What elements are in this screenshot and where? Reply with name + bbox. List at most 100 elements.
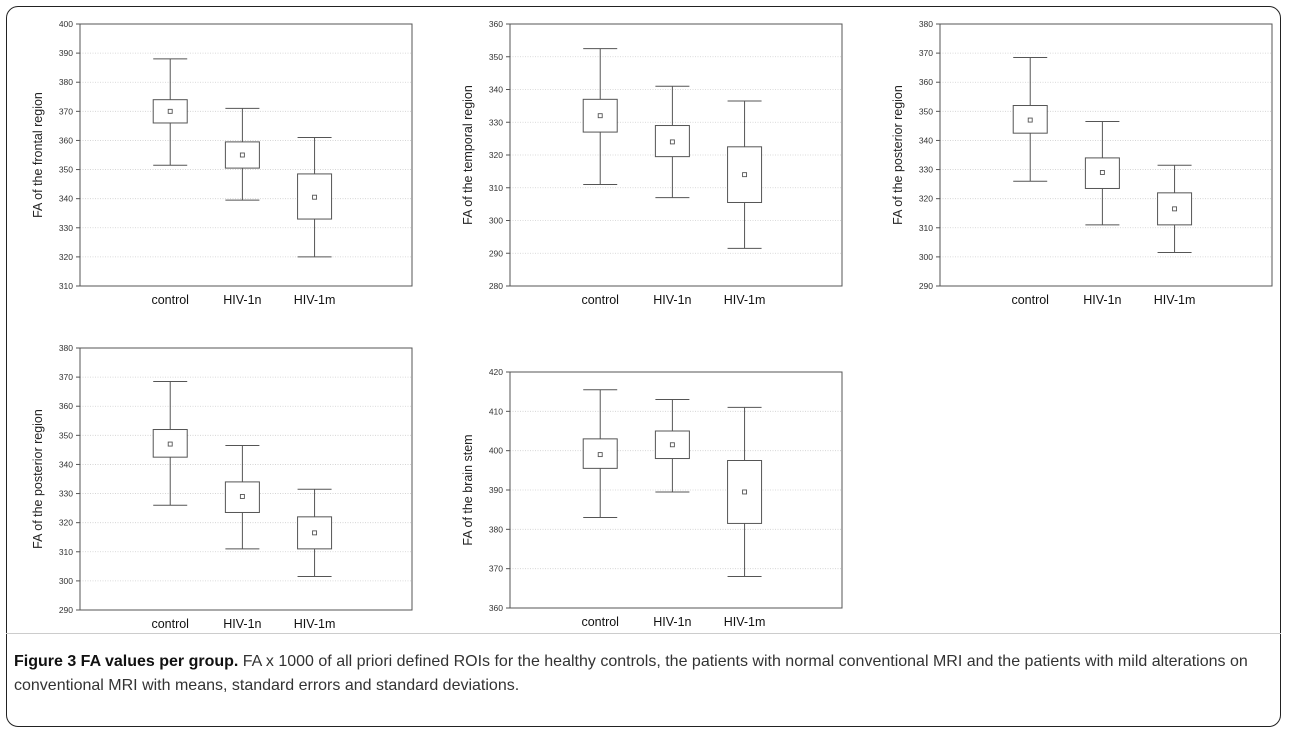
y-tick-label: 390 <box>489 485 503 495</box>
plot-frame <box>509 371 843 609</box>
mean-marker-hiv-1n <box>239 494 245 499</box>
y-axis-label: FA of the brain stem <box>461 434 475 545</box>
y-tick-label: 360 <box>59 401 73 411</box>
y-tick-label: 360 <box>489 603 503 613</box>
y-tick-label: 350 <box>919 106 933 116</box>
y-tick-label: 350 <box>59 165 73 175</box>
mean-marker-control <box>167 108 173 114</box>
mean-marker-hiv-1n <box>669 139 675 145</box>
y-tick-label: 400 <box>489 446 503 456</box>
y-tick-label: 330 <box>59 489 73 499</box>
y-tick-label: 340 <box>919 135 933 145</box>
y-tick-label: 370 <box>59 372 73 382</box>
x-tick-label-hiv-1m: HIV-1m <box>1154 293 1196 307</box>
y-tick-label: 300 <box>489 216 503 226</box>
mean-marker-hiv-1m <box>312 530 318 536</box>
caption-text: FA x 1000 of all priori defined ROIs for… <box>14 653 1248 694</box>
mean-marker-hiv-1n <box>239 152 245 158</box>
y-tick-label: 400 <box>59 19 73 29</box>
x-tick-label-hiv-1m: HIV-1m <box>724 615 766 629</box>
y-tick-label: 380 <box>489 524 503 534</box>
y-tick-label: 320 <box>919 194 933 204</box>
x-tick-label-hiv-1m: HIV-1m <box>294 293 336 307</box>
y-tick-label: 290 <box>489 248 503 258</box>
y-tick-label: 300 <box>919 252 933 262</box>
y-tick-label: 290 <box>59 605 73 615</box>
mean-marker-control <box>1027 117 1033 123</box>
caption-divider <box>6 633 1281 634</box>
y-tick-label: 310 <box>919 223 933 233</box>
x-tick-label-control: control <box>581 615 619 629</box>
y-tick-label: 320 <box>489 150 503 160</box>
x-tick-label-hiv-1n: HIV-1n <box>653 615 691 629</box>
mean-marker-hiv-1m <box>742 172 748 178</box>
x-tick-label-control: control <box>151 617 189 631</box>
x-tick-label-hiv-1n: HIV-1n <box>223 617 261 631</box>
chart-svg: 280 290 300 310 320 330 340 350 360 FA of the tem… <box>461 19 843 307</box>
caption-lead: Figure 3 FA values per group. <box>14 653 239 670</box>
plot-frame <box>79 23 413 287</box>
y-tick-label: 300 <box>59 576 73 586</box>
y-tick-label: 350 <box>489 52 503 62</box>
mean-marker-hiv-1m <box>742 489 748 495</box>
y-tick-label: 420 <box>489 367 503 377</box>
y-tick-label: 310 <box>59 547 73 557</box>
x-tick-label-hiv-1n: HIV-1n <box>1083 293 1121 307</box>
chart-posterior-region-repeat: 290 300 310 320 330 340 350 360 370 380 FA of the … <box>20 340 420 640</box>
chart-frontal-region: 310 320 330 340 350 360 370 380 390 400 FA of the … <box>20 16 420 316</box>
figure-caption: Figure 3 FA values per group. FA x 1000 … <box>14 650 1274 698</box>
y-tick-label: 320 <box>59 518 73 528</box>
x-tick-label-control: control <box>581 293 619 307</box>
figure-frame <box>6 6 1281 727</box>
y-tick-label: 350 <box>59 430 73 440</box>
y-tick-label: 360 <box>59 135 73 145</box>
y-tick-label: 310 <box>489 183 503 193</box>
x-tick-label-hiv-1n: HIV-1n <box>653 293 691 307</box>
chart-svg: 360 370 380 390 400 410 420 FA of the brain ste… <box>461 367 843 629</box>
y-tick-label: 370 <box>489 564 503 574</box>
y-axis-label: FA of the posterior region <box>891 85 905 225</box>
chart-brain-stem: 360 370 380 390 400 410 420 FA of the brain ste… <box>450 364 850 636</box>
plot-frame <box>939 23 1273 287</box>
y-tick-label: 280 <box>489 281 503 291</box>
x-tick-label-hiv-1m: HIV-1m <box>724 293 766 307</box>
mean-marker-control <box>597 452 603 458</box>
y-tick-label: 320 <box>59 252 73 262</box>
y-tick-label: 310 <box>59 281 73 291</box>
mean-marker-hiv-1m <box>312 194 318 200</box>
y-tick-label: 360 <box>489 19 503 29</box>
chart-svg: 310 320 330 340 350 360 370 380 390 400 FA of the … <box>31 19 413 307</box>
plot-frame <box>79 347 413 611</box>
chart-temporal-region: 280 290 300 310 320 330 340 350 360 FA of the tem… <box>450 16 850 316</box>
chart-svg: 290 300 310 320 330 340 350 360 370 380 FA of the … <box>891 19 1273 307</box>
plot-frame <box>509 23 843 287</box>
y-tick-label: 370 <box>59 106 73 116</box>
y-tick-label: 380 <box>919 19 933 29</box>
y-axis-label: FA of the posterior region <box>31 409 45 549</box>
chart-svg: 290 300 310 320 330 340 350 360 370 380 FA of the … <box>31 343 413 631</box>
y-tick-label: 330 <box>489 117 503 127</box>
x-tick-label-hiv-1m: HIV-1m <box>294 617 336 631</box>
mean-marker-hiv-1n <box>1099 170 1105 175</box>
y-tick-label: 380 <box>59 343 73 353</box>
y-axis-label: FA of the temporal region <box>461 85 475 225</box>
y-tick-label: 410 <box>489 406 503 416</box>
x-tick-label-hiv-1n: HIV-1n <box>223 293 261 307</box>
y-tick-label: 340 <box>59 459 73 469</box>
y-axis-label: FA of the frontal region <box>31 92 45 218</box>
mean-marker-hiv-1m <box>1172 206 1178 212</box>
mean-marker-control <box>597 113 603 119</box>
y-tick-label: 330 <box>919 165 933 175</box>
y-tick-label: 330 <box>59 223 73 233</box>
mean-marker-control <box>167 441 173 447</box>
y-tick-label: 360 <box>919 77 933 87</box>
y-tick-label: 370 <box>919 48 933 58</box>
mean-marker-hiv-1n <box>669 442 675 448</box>
y-tick-label: 340 <box>489 85 503 95</box>
y-tick-label: 340 <box>59 194 73 204</box>
y-tick-label: 390 <box>59 48 73 58</box>
x-tick-label-control: control <box>1011 293 1049 307</box>
x-tick-label-control: control <box>151 293 189 307</box>
chart-posterior-region: 290 300 310 320 330 340 350 360 370 380 FA of the … <box>880 16 1280 316</box>
y-tick-label: 290 <box>919 281 933 291</box>
